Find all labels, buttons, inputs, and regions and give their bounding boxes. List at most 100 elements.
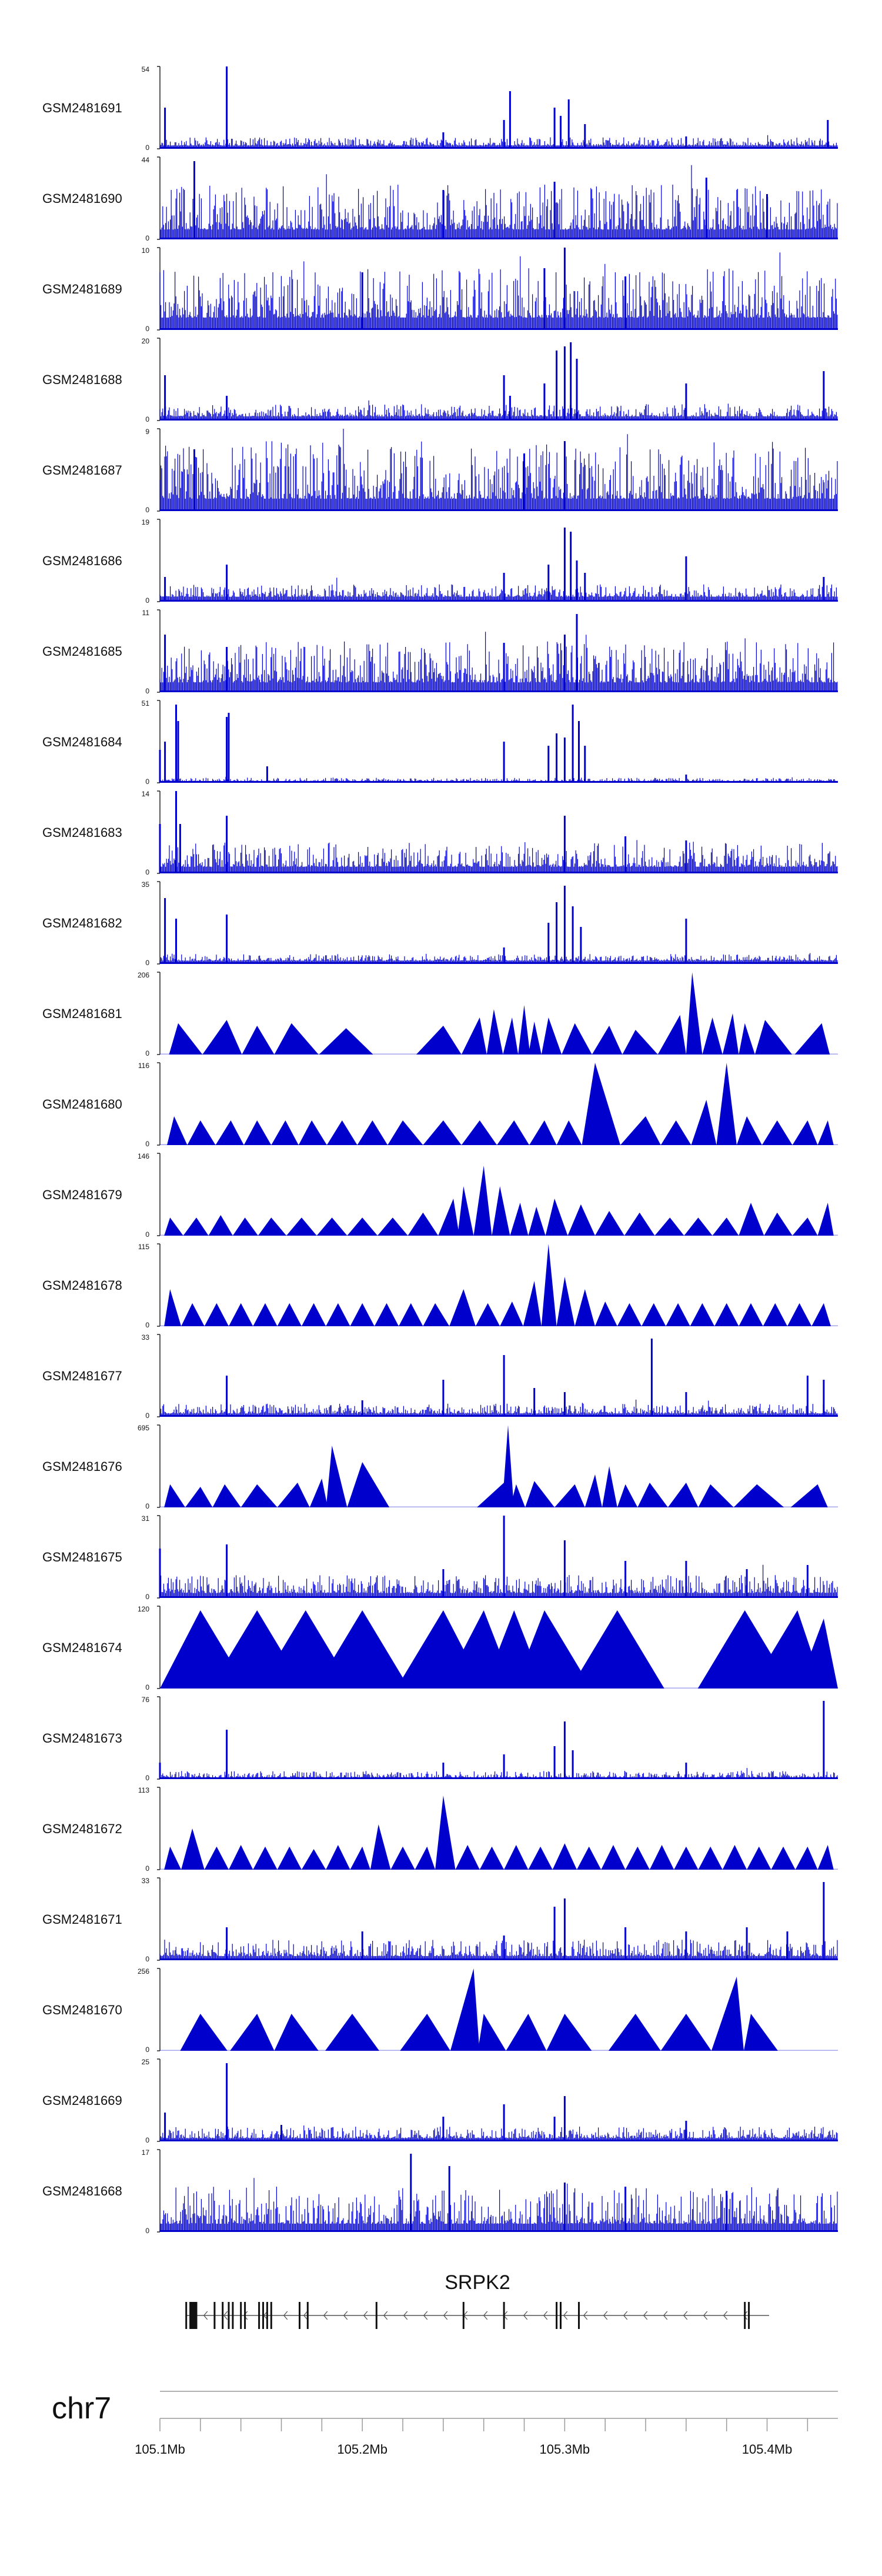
signal-peak	[164, 635, 166, 692]
signal-peak	[733, 1484, 784, 1507]
signal-peak	[823, 1380, 825, 1417]
track-GSM2481678: GSM2481678 115 0	[42, 1243, 838, 1329]
signal-peak	[181, 1828, 205, 1870]
signal-peak	[823, 577, 825, 602]
signal-peak	[602, 1466, 617, 1507]
signal-peak	[226, 1730, 228, 1779]
signal-peak	[226, 396, 228, 421]
signal-peak	[442, 1569, 445, 1598]
gene-exon	[213, 2302, 216, 2329]
signal-peak	[624, 276, 627, 330]
signal-peak	[685, 136, 687, 149]
signal-peak	[705, 178, 707, 239]
signal-peak	[503, 573, 505, 602]
track-ymax-label: 120	[138, 1605, 149, 1613]
signal-peak	[556, 1120, 582, 1145]
signal-peak	[502, 1425, 514, 1507]
track-ymin-label: 0	[145, 687, 149, 695]
track-label: GSM2481685	[42, 644, 122, 659]
signal-peak	[685, 1931, 687, 1960]
strand-arrow	[403, 2311, 408, 2320]
signal-peak	[660, 2014, 711, 2051]
signal-peak	[374, 1303, 399, 1326]
signal-baseline	[160, 1777, 838, 1779]
track-ymin-label: 0	[145, 778, 149, 786]
track-ymin-label: 0	[145, 959, 149, 967]
signal-tracks: GSM2481691540GSM2481690440GSM2481689100G…	[42, 65, 838, 2235]
signal-peak	[817, 1120, 834, 1145]
track-GSM2481691: GSM2481691 54 0	[42, 65, 838, 152]
signal-peak	[193, 449, 195, 511]
signal-peak	[739, 1023, 755, 1055]
gene-exon	[503, 2302, 505, 2329]
signal-peak	[503, 375, 505, 421]
signal-peak	[563, 2183, 566, 2232]
signal-peak	[685, 2121, 687, 2141]
gene-exon	[299, 2302, 300, 2329]
signal-peak	[370, 1824, 391, 1870]
gene-exon	[306, 2302, 309, 2329]
signal-peak	[667, 1483, 699, 1507]
signal-peak	[554, 1484, 585, 1507]
signal-peak	[817, 1845, 834, 1870]
signal-peak	[486, 1009, 503, 1055]
signal-peak	[164, 375, 166, 421]
signal-peak	[698, 1484, 734, 1507]
track-ymax-label: 54	[142, 65, 150, 74]
signal-peak	[580, 927, 582, 964]
signal-coverage	[159, 165, 838, 239]
signal-peak	[823, 1882, 825, 1960]
signal-peak	[315, 1610, 410, 1689]
signal-peak	[226, 816, 228, 873]
track-ymin-label: 0	[145, 1049, 149, 1057]
signal-peak	[226, 1544, 228, 1598]
signal-peak	[674, 1846, 699, 1870]
track-GSM2481671: GSM2481671 33 0	[42, 1877, 838, 1963]
signal-peak	[164, 108, 166, 149]
signal-peak	[164, 1217, 183, 1236]
signal-peak	[563, 1540, 566, 1598]
signal-peak	[660, 1120, 691, 1145]
signal-peak	[792, 1120, 818, 1145]
signal-peak	[572, 906, 574, 964]
signal-coverage	[159, 1940, 838, 1960]
signal-peak	[350, 1846, 370, 1870]
track-GSM2481681: GSM2481681 206 0	[42, 971, 838, 1057]
signal-peak	[274, 2014, 319, 2051]
strand-arrow	[223, 2311, 228, 2320]
track-ymin-label: 0	[145, 1412, 149, 1420]
strand-arrow	[243, 2311, 248, 2320]
signal-peak	[503, 1355, 505, 1417]
signal-peak	[228, 713, 230, 783]
signal-peak	[361, 272, 363, 330]
signal-peak	[563, 441, 566, 511]
signal-peak	[202, 1020, 242, 1055]
gene-exon	[244, 2302, 246, 2329]
signal-peak	[377, 1217, 408, 1236]
track-label: GSM2481671	[42, 1912, 122, 1927]
signal-peak	[547, 746, 550, 783]
track-label: GSM2481670	[42, 2003, 122, 2017]
signal-peak	[448, 2166, 450, 2232]
signal-peak	[164, 577, 166, 602]
signal-peak	[226, 1927, 228, 1960]
signal-baseline	[160, 328, 838, 330]
signal-baseline	[160, 600, 838, 602]
signal-peak	[739, 1303, 763, 1326]
track-ymin-label: 0	[145, 2227, 149, 2235]
signal-peak	[415, 1846, 436, 1870]
signal-peak	[212, 1484, 241, 1507]
signal-peak	[617, 1484, 638, 1507]
signal-peak	[563, 2096, 566, 2141]
signal-peak	[690, 1303, 715, 1326]
signal-peak	[654, 1217, 684, 1236]
track-label: GSM2481673	[42, 1731, 122, 1746]
signal-peak	[504, 1845, 529, 1870]
track-ymin-label: 0	[145, 1864, 149, 1873]
signal-peak	[746, 1927, 748, 1960]
signal-peak	[169, 1023, 203, 1055]
signal-peak	[442, 1763, 445, 1779]
track-GSM2481674: GSM2481674 120 0	[42, 1605, 838, 1691]
track-GSM2481687: GSM2481687 9 0	[42, 428, 838, 514]
